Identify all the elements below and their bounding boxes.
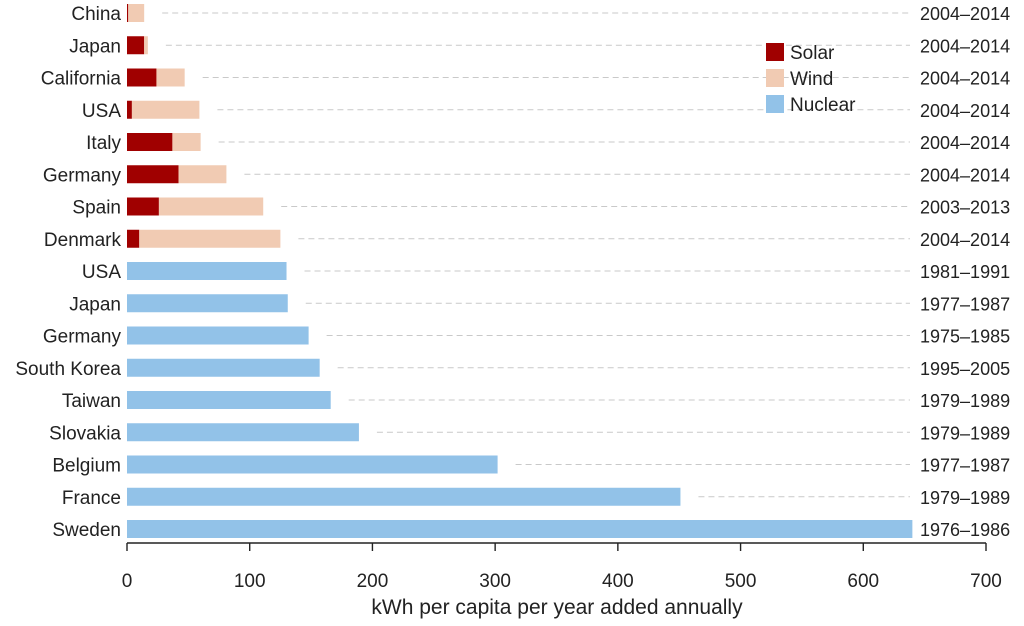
category-label-spain: Spain (72, 198, 121, 219)
x-tick-label: 100 (234, 571, 266, 592)
category-label-taiwan: Taiwan (62, 391, 121, 412)
legend-swatch-nuclear (766, 95, 784, 113)
category-label-california: California (41, 69, 122, 90)
bar-nuclear-usa-8 (127, 262, 287, 280)
period-label: 1981–1991 (920, 262, 1010, 282)
category-label-belgium: Belgium (52, 456, 121, 477)
bar-nuclear-france-15 (127, 487, 681, 506)
period-label: 1976–1986 (920, 520, 1010, 540)
period-label: 1977–1987 (920, 456, 1010, 476)
bar-nuclear-germany-10 (127, 326, 309, 345)
category-label-japan: Japan (69, 36, 121, 57)
bar-solar-germany-5 (127, 165, 179, 184)
period-label: 2004–2014 (920, 230, 1010, 250)
period-labels: 2004–2014 2004–2014 2004–2014 2004–2014 2004… (920, 4, 1010, 540)
period-label: 1979–1989 (920, 391, 1010, 411)
bar-solar-china-0 (127, 4, 129, 22)
category-labels: China Japan California USA Italy Germany Spain… (15, 4, 121, 541)
bar-wind-usa-3 (131, 100, 200, 119)
period-label: 1975–1985 (920, 327, 1010, 347)
legend-label-wind: Wind (790, 69, 833, 90)
category-label-sweden: Sweden (52, 520, 121, 541)
x-axis-label: kWh per capita per year added annually (371, 596, 743, 619)
leader-lines (162, 12, 910, 498)
x-tick-label: 200 (357, 571, 389, 592)
x-tick-label: 0 (122, 571, 133, 592)
category-label-france: France (62, 488, 121, 509)
legend-swatch-wind (766, 69, 784, 87)
bar-solar-spain-6 (127, 197, 159, 216)
period-label: 1995–2005 (920, 359, 1010, 379)
x-tick-label: 300 (479, 571, 511, 592)
period-label: 2004–2014 (920, 69, 1010, 89)
bar-wind-spain-6 (158, 197, 264, 216)
period-label: 2004–2014 (920, 36, 1010, 56)
bar-wind-china-0 (128, 4, 145, 22)
x-axis: 0 100 200 300 400 500 600 700 (122, 542, 1002, 592)
legend-label-solar: Solar (790, 43, 835, 64)
bar-wind-denmark-7 (139, 229, 281, 248)
category-label-japan: Japan (69, 294, 121, 315)
period-label: 1977–1987 (920, 294, 1010, 314)
period-label: 1979–1989 (920, 488, 1010, 508)
period-label: 2004–2014 (920, 101, 1010, 121)
category-label-germany: Germany (43, 165, 122, 186)
bar-solar-california-2 (127, 68, 157, 87)
period-label: 2004–2014 (920, 165, 1010, 185)
bar-solar-italy-4 (127, 133, 173, 151)
bar-solar-usa-3 (127, 100, 132, 119)
legend-swatch-solar (766, 43, 784, 61)
bar-nuclear-japan-9 (127, 294, 288, 313)
category-label-south-korea: South Korea (15, 359, 121, 380)
bar-nuclear-slovakia-13 (127, 423, 359, 442)
period-label: 2004–2014 (920, 133, 1010, 153)
x-tick-label: 500 (725, 571, 757, 592)
bars (127, 4, 913, 538)
bar-nuclear-sweden-16 (127, 520, 913, 538)
category-label-italy: Italy (86, 133, 121, 154)
x-tick-label: 700 (970, 571, 1002, 592)
category-label-usa: USA (82, 262, 121, 283)
category-label-usa: USA (82, 101, 121, 122)
bar-solar-japan-1 (127, 36, 145, 55)
legend-label-nuclear: Nuclear (790, 95, 856, 116)
bar-nuclear-belgium-14 (127, 455, 498, 474)
x-tick-label: 600 (847, 571, 879, 592)
legend: Solar Wind Nuclear (766, 43, 856, 116)
bar-wind-italy-4 (172, 133, 201, 151)
bar-wind-germany-5 (178, 165, 227, 184)
bar-nuclear-south-korea-11 (127, 358, 320, 377)
category-label-germany: Germany (43, 327, 122, 348)
bar-wind-japan-1 (144, 36, 148, 55)
category-label-denmark: Denmark (44, 230, 122, 251)
period-label: 2004–2014 (920, 4, 1010, 24)
category-label-slovakia: Slovakia (49, 423, 121, 444)
category-label-china: China (71, 4, 121, 25)
period-label: 2003–2013 (920, 198, 1010, 218)
bar-solar-denmark-7 (127, 229, 140, 248)
x-tick-label: 400 (602, 571, 634, 592)
bar-nuclear-taiwan-12 (127, 391, 331, 409)
period-label: 1979–1989 (920, 423, 1010, 443)
bar-wind-california-2 (156, 68, 185, 87)
